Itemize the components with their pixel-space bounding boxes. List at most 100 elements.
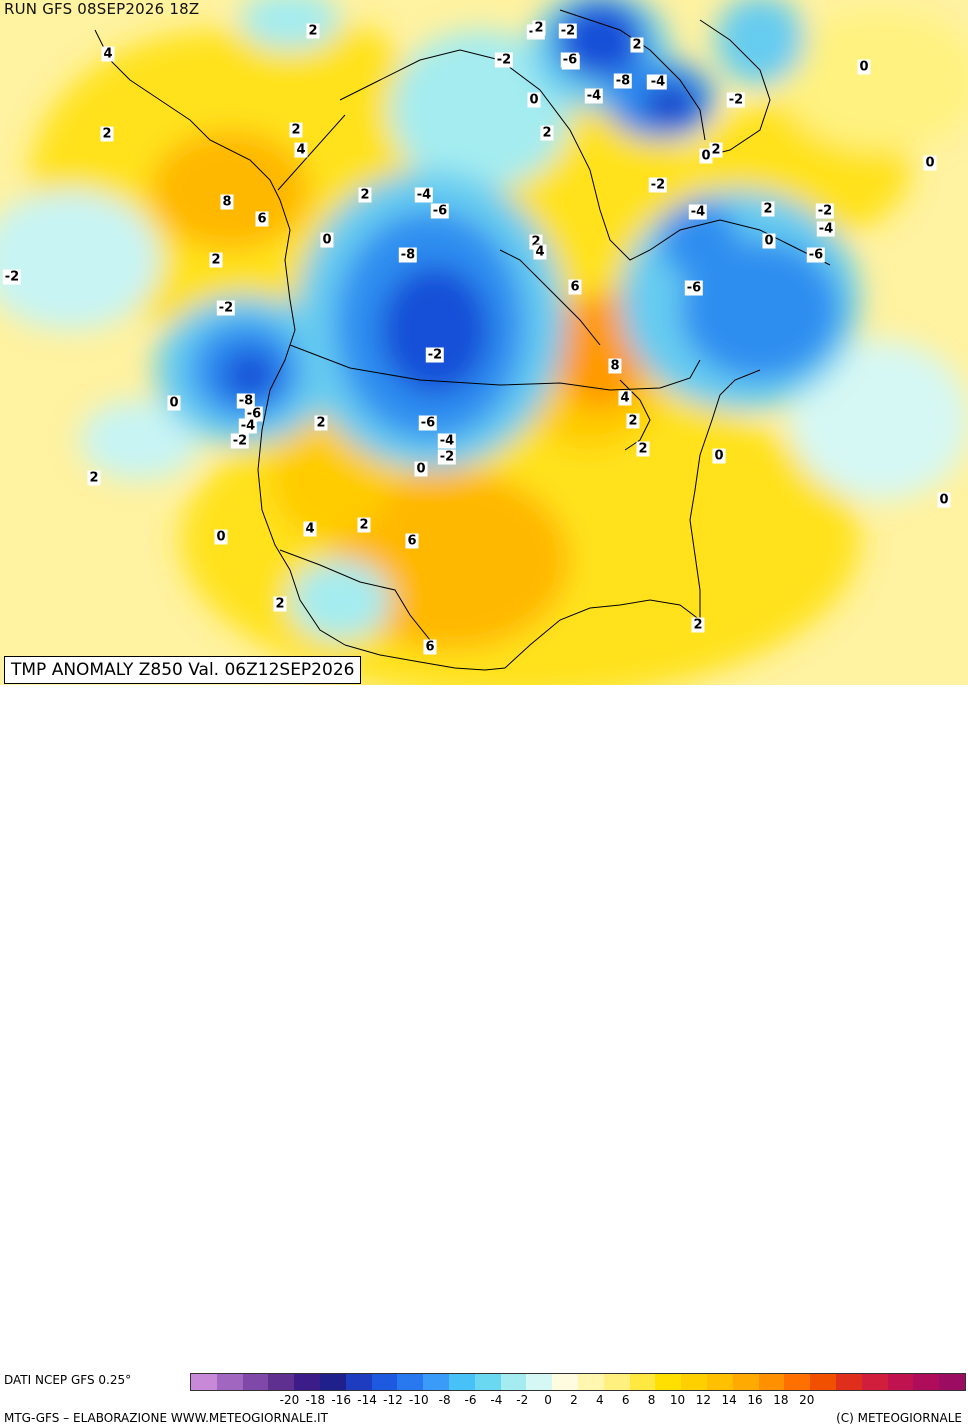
color-scale-tick-label: -8 (438, 1393, 451, 1407)
contour-label: -6 (430, 203, 450, 219)
contour-label: -2 (425, 347, 445, 363)
color-scale-tick-label: -10 (408, 1393, 429, 1407)
color-scale-tick-label: 2 (570, 1393, 578, 1407)
contour-label: 0 (762, 233, 776, 249)
contour-label: 0 (857, 59, 871, 75)
color-scale-swatch (242, 1374, 269, 1390)
color-scale-tick-label: -4 (490, 1393, 503, 1407)
contour-label: 4 (294, 142, 308, 158)
contour-label: 2 (761, 201, 775, 217)
contour-label: -2 (815, 203, 835, 219)
color-scale-swatch (784, 1374, 811, 1390)
color-scale-ticks: -20 -18 -16 -14 -12 -10 -8 -6 -4 -2 0 2 4 6 8 10 12 14 16 1… (190, 1393, 966, 1409)
contour-label: 0 (527, 92, 541, 108)
contour-label: 2 (289, 122, 303, 138)
color-scale-swatch (216, 1374, 243, 1390)
contour-label: -4 (437, 433, 457, 449)
contour-label: -2 (494, 52, 514, 68)
contour-label: -6 (806, 247, 826, 263)
contour-label: 2 (626, 413, 640, 429)
contour-label: 6 (405, 533, 419, 549)
contour-label: -2 (726, 92, 746, 108)
contour-label: 2 (87, 470, 101, 486)
contour-label: -6 (684, 280, 704, 296)
contour-label: -2 (437, 449, 457, 465)
contour-label: 2 (209, 252, 223, 268)
contour-label: 6 (568, 279, 582, 295)
color-scale-tick-label: -18 (305, 1393, 326, 1407)
contour-label: 2 (636, 441, 650, 457)
contour-label: -2 (230, 433, 250, 449)
credits-text: MTG-GFS – ELABORAZIONE WWW.METEOGIORNALE… (4, 1411, 328, 1425)
color-scale-swatch (191, 1374, 217, 1390)
contour-label: 2 (314, 415, 328, 431)
contour-label: 2 (532, 20, 546, 36)
contour-label: 4 (618, 390, 632, 406)
color-scale-swatch (474, 1374, 501, 1390)
color-scale-tick-label: -20 (279, 1393, 300, 1407)
contour-label: 2 (100, 126, 114, 142)
map-canvas (0, 0, 968, 685)
color-scale-tick-label: 4 (596, 1393, 604, 1407)
color-scale-swatch (319, 1374, 346, 1390)
contour-label: 2 (306, 23, 320, 39)
copyright-text: (C) METEOGIORNALE (836, 1411, 962, 1425)
contour-label: -6 (418, 415, 438, 431)
contour-label: 2 (357, 517, 371, 533)
contour-label: 0 (320, 232, 334, 248)
color-scale-swatch (732, 1374, 759, 1390)
color-scale-swatch (939, 1374, 965, 1390)
color-scale-tick-label: -14 (357, 1393, 377, 1407)
contour-label: 2 (273, 596, 287, 612)
contour-label: 8 (608, 358, 622, 374)
color-scale-swatch (681, 1374, 707, 1390)
contour-label: 4 (303, 521, 317, 537)
color-scale-swatch (810, 1374, 836, 1390)
contour-label: -4 (816, 221, 836, 237)
contour-label: 8 (220, 194, 234, 210)
color-scale-swatch (448, 1374, 475, 1390)
color-scale-swatch (371, 1374, 398, 1390)
contour-label: 0 (712, 448, 726, 464)
contour-label: -2 (558, 23, 578, 39)
contour-label: 2 (630, 37, 644, 53)
contour-label: 0 (937, 492, 951, 508)
contour-label: 2 (691, 617, 705, 633)
color-scale-tick-label: 6 (621, 1393, 630, 1407)
contour-label: -2 (648, 177, 668, 193)
color-scale-swatch (577, 1374, 604, 1390)
contour-label: -6 (560, 52, 580, 68)
anomaly-field (0, 0, 968, 685)
legend: DATI NCEP GFS 0.25° -20 -18 -16 -14 -12 -10 -8… (0, 685, 968, 1425)
color-scale-tick-label: 20 (799, 1393, 815, 1407)
contour-label: 0 (414, 461, 428, 477)
color-scale-tick-label: 10 (669, 1393, 686, 1407)
contour-label: -4 (238, 418, 258, 434)
color-scale-tick-label: 12 (695, 1393, 711, 1407)
color-scale-tick-label: 0 (544, 1393, 552, 1407)
color-scale-swatch (758, 1374, 785, 1390)
contour-label: 6 (255, 211, 269, 227)
contour-label: 0 (699, 148, 713, 164)
run-label: RUN GFS 08SEP2026 18Z (4, 0, 200, 18)
contour-label: 0 (167, 395, 181, 411)
color-scale-bar (190, 1373, 966, 1391)
contour-label: -2 (2, 269, 22, 285)
contour-label: 0 (923, 155, 937, 171)
color-scale-swatch (835, 1374, 862, 1390)
color-scale-swatch (655, 1374, 682, 1390)
color-scale-swatch (345, 1374, 372, 1390)
color-scale-swatch (706, 1374, 733, 1390)
contour-label: 4 (101, 46, 115, 62)
color-scale-swatch (861, 1374, 888, 1390)
color-scale-swatch (526, 1374, 553, 1390)
coastlines (94, 9, 831, 671)
contour-label: 2 (709, 142, 723, 158)
contour-label: 4 (533, 244, 547, 260)
color-scale-swatch (268, 1374, 295, 1390)
color-scale-swatch (397, 1374, 424, 1390)
color-scale-swatch (603, 1374, 630, 1390)
color-scale-swatch (887, 1374, 914, 1390)
color-scale-swatch (500, 1374, 527, 1390)
contour-label: 2 (540, 125, 554, 141)
